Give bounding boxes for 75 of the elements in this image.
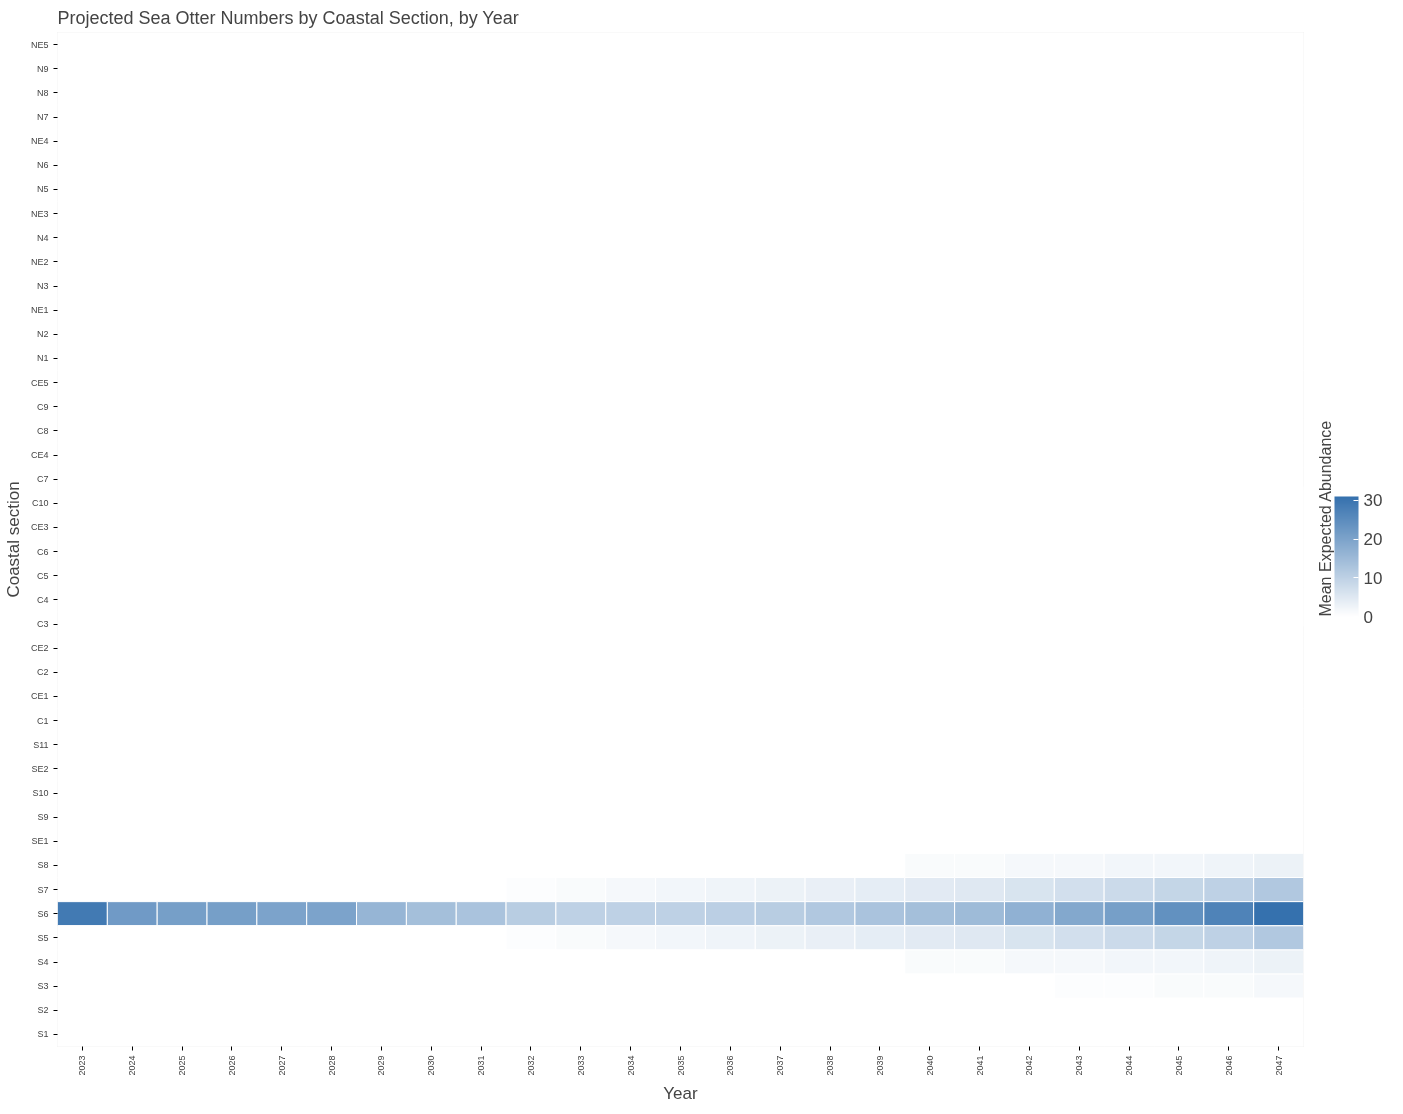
y-tick-label: C2 xyxy=(37,667,49,678)
y-tick-label: S3 xyxy=(37,981,49,992)
color-bar-title: Mean Expected Abundance xyxy=(1316,420,1334,617)
x-tick-label: 2038 xyxy=(825,1055,836,1076)
x-tick-label: 2027 xyxy=(276,1055,287,1076)
y-tick-label: NE3 xyxy=(30,208,49,219)
y-tick-label: CE1 xyxy=(30,691,49,702)
y-tick-label: NE1 xyxy=(30,305,49,316)
y-tick-label: N7 xyxy=(37,112,49,122)
x-tick-label: 2028 xyxy=(326,1055,337,1076)
y-tick-label: C4 xyxy=(37,594,49,605)
y-tick-label: C7 xyxy=(37,474,49,485)
y-tick-label: N8 xyxy=(37,87,49,98)
x-tick-label: 2037 xyxy=(775,1055,786,1076)
y-tick-label: N1 xyxy=(37,353,49,364)
x-tick-label: 2046 xyxy=(1223,1055,1234,1076)
x-tick-label: 2034 xyxy=(625,1055,636,1076)
y-tick-label: S10 xyxy=(32,788,49,798)
y-tick-label: SE1 xyxy=(31,836,49,847)
x-tick-label: 2044 xyxy=(1124,1055,1135,1076)
x-tick-label: 2039 xyxy=(874,1055,885,1076)
x-tick-label: 2023 xyxy=(77,1055,88,1076)
y-tick-label: C1 xyxy=(37,715,49,726)
y-tick-label: CE5 xyxy=(30,377,49,388)
y-tick-label: S6 xyxy=(37,908,49,919)
x-tick-label: 2041 xyxy=(974,1055,985,1076)
y-tick-label: C5 xyxy=(37,570,49,581)
y-tick-label: CE2 xyxy=(30,643,49,654)
y-tick-label: C8 xyxy=(37,425,49,436)
chart-title: Projected Sea Otter Numbers by Coastal Section, by Year xyxy=(57,7,519,28)
x-axis-title: Year xyxy=(663,1083,699,1103)
y-tick-label: N3 xyxy=(37,281,49,291)
y-tick-label: S8 xyxy=(37,860,49,871)
y-tick-label: S9 xyxy=(37,812,49,823)
y-tick-label: N4 xyxy=(37,232,49,243)
y-tick-label: CE4 xyxy=(30,450,49,460)
y-tick-label: S1 xyxy=(37,1029,49,1040)
x-tick-label: 2045 xyxy=(1173,1055,1184,1076)
y-tick-label: N9 xyxy=(37,63,49,74)
x-tick-label: 2040 xyxy=(924,1055,935,1076)
x-tick-label: 2042 xyxy=(1024,1055,1035,1076)
x-tick-label: 2043 xyxy=(1074,1055,1085,1076)
y-tick-label: NE2 xyxy=(30,256,49,267)
y-tick-label: C10 xyxy=(31,498,49,509)
y-tick-label: SE2 xyxy=(31,763,49,774)
x-tick-label: 2036 xyxy=(725,1055,736,1076)
color-bar-label: 30 xyxy=(1363,491,1383,511)
x-tick-label: 2033 xyxy=(575,1055,586,1076)
y-tick-label: N6 xyxy=(37,160,49,171)
y-tick-label: S11 xyxy=(33,739,49,750)
y-tick-label: S5 xyxy=(37,932,49,943)
color-bar-label: 10 xyxy=(1363,568,1383,588)
color-bar-label: 20 xyxy=(1363,530,1383,550)
x-tick-label: 2035 xyxy=(675,1055,686,1076)
y-tick-label: NE4 xyxy=(30,136,49,147)
x-tick-label: 2047 xyxy=(1273,1055,1284,1076)
y-tick-label: NE5 xyxy=(30,39,49,50)
y-tick-label: C9 xyxy=(37,401,49,412)
x-tick-label: 2030 xyxy=(426,1055,437,1076)
x-tick-label: 2025 xyxy=(177,1055,188,1076)
y-tick-label: C6 xyxy=(37,546,49,557)
x-tick-label: 2024 xyxy=(127,1055,138,1076)
y-tick-label: S2 xyxy=(37,1005,49,1016)
x-tick-label: 2032 xyxy=(525,1055,536,1076)
y-tick-label: N2 xyxy=(37,329,49,340)
y-tick-label: CE3 xyxy=(30,522,49,533)
x-tick-label: 2026 xyxy=(226,1055,237,1076)
x-tick-label: 2031 xyxy=(476,1055,487,1076)
y-tick-label: S4 xyxy=(37,957,49,967)
color-bar-label: 0 xyxy=(1363,607,1373,627)
y-tick-label: C3 xyxy=(37,619,49,629)
x-tick-label: 2029 xyxy=(376,1055,387,1076)
y-tick-label: N5 xyxy=(37,184,49,195)
y-tick-label: S7 xyxy=(37,884,49,895)
y-axis-title: Coastal section xyxy=(3,481,23,598)
